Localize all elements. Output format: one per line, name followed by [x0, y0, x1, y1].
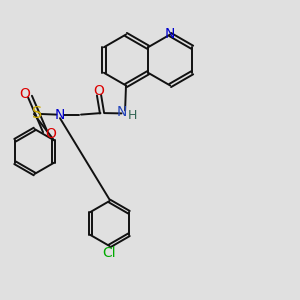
- Text: N: N: [117, 105, 127, 118]
- Text: O: O: [93, 84, 104, 98]
- Text: H: H: [127, 109, 137, 122]
- Text: O: O: [45, 128, 56, 141]
- Text: N: N: [55, 108, 65, 122]
- Text: O: O: [19, 87, 30, 100]
- Text: Cl: Cl: [103, 246, 116, 260]
- Text: N: N: [165, 28, 175, 41]
- Text: S: S: [32, 106, 43, 122]
